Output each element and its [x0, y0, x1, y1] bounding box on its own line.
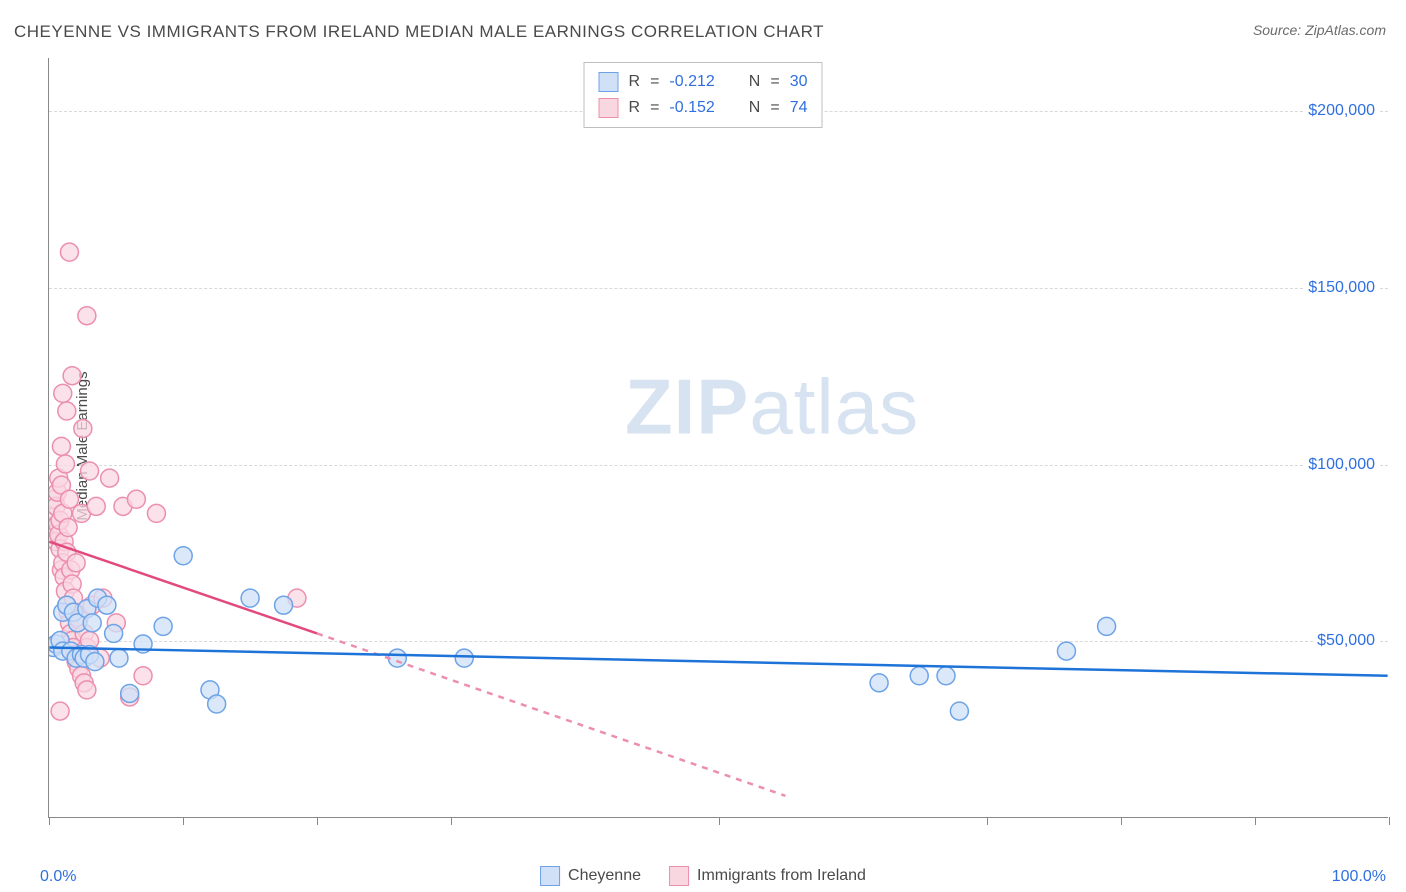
stat-n-label: N [749, 95, 761, 121]
scatter-point [58, 402, 76, 420]
x-tick [1121, 817, 1122, 825]
scatter-point [910, 667, 928, 685]
x-axis-min-label: 0.0% [40, 868, 76, 886]
scatter-point [174, 547, 192, 565]
scatter-point [937, 667, 955, 685]
stat-n-label: N [749, 69, 761, 95]
chart-container: CHEYENNE VS IMMIGRANTS FROM IRELAND MEDI… [0, 0, 1406, 892]
stat-eq: = [650, 69, 659, 95]
scatter-point [87, 497, 105, 515]
scatter-point [121, 684, 139, 702]
scatter-point [74, 420, 92, 438]
scatter-point [455, 649, 473, 667]
legend-label-1: Cheyenne [568, 867, 641, 885]
scatter-point [110, 649, 128, 667]
legend-label-2: Immigrants from Ireland [697, 867, 866, 885]
x-tick [317, 817, 318, 825]
x-tick [1255, 817, 1256, 825]
scatter-point [241, 589, 259, 607]
scatter-point [105, 624, 123, 642]
stat-r-value-2: -0.152 [669, 95, 714, 121]
stat-eq: = [650, 95, 659, 121]
x-tick [719, 817, 720, 825]
scatter-point [78, 681, 96, 699]
scatter-point [870, 674, 888, 692]
swatch-series1 [599, 72, 619, 92]
scatter-point [67, 554, 85, 572]
legend-item-series2: Immigrants from Ireland [669, 866, 866, 886]
correlation-stats-box: R = -0.212 N = 30 R = -0.152 N = 74 [584, 62, 823, 128]
legend: Cheyenne Immigrants from Ireland [540, 866, 866, 886]
scatter-point [154, 617, 172, 635]
stat-r-label: R [629, 95, 641, 121]
stats-row-series1: R = -0.212 N = 30 [599, 69, 808, 95]
scatter-point [54, 384, 72, 402]
scatter-point [81, 462, 99, 480]
trend-line [49, 648, 1387, 676]
scatter-point [1098, 617, 1116, 635]
x-tick [1389, 817, 1390, 825]
source-attribution: Source: ZipAtlas.com [1253, 22, 1386, 38]
stat-n-value-1: 30 [790, 69, 808, 95]
stats-row-series2: R = -0.152 N = 74 [599, 95, 808, 121]
scatter-point [1057, 642, 1075, 660]
x-tick [183, 817, 184, 825]
scatter-point [78, 307, 96, 325]
legend-swatch-2 [669, 866, 689, 886]
stat-n-value-2: 74 [790, 95, 808, 121]
scatter-point [388, 649, 406, 667]
chart-title: CHEYENNE VS IMMIGRANTS FROM IRELAND MEDI… [14, 22, 824, 42]
x-tick [451, 817, 452, 825]
scatter-point [275, 596, 293, 614]
stat-eq: = [770, 69, 779, 95]
scatter-point [52, 437, 70, 455]
scatter-point [208, 695, 226, 713]
scatter-point [950, 702, 968, 720]
swatch-series2 [599, 98, 619, 118]
plot-area: ZIPatlas $50,000$100,000$150,000$200,000 [48, 58, 1388, 818]
scatter-point [98, 596, 116, 614]
stat-eq: = [770, 95, 779, 121]
x-axis-max-label: 100.0% [1332, 868, 1386, 886]
legend-item-series1: Cheyenne [540, 866, 641, 886]
stat-r-label: R [629, 69, 641, 95]
plot-svg [49, 58, 1388, 817]
legend-swatch-1 [540, 866, 560, 886]
scatter-point [59, 519, 77, 537]
scatter-point [86, 653, 104, 671]
scatter-point [127, 490, 145, 508]
x-tick [987, 817, 988, 825]
scatter-point [56, 455, 74, 473]
x-tick [49, 817, 50, 825]
scatter-point [60, 243, 78, 261]
scatter-point [63, 367, 81, 385]
scatter-point [147, 504, 165, 522]
stat-r-value-1: -0.212 [669, 69, 714, 95]
scatter-point [83, 614, 101, 632]
scatter-point [134, 667, 152, 685]
scatter-point [101, 469, 119, 487]
scatter-point [51, 702, 69, 720]
